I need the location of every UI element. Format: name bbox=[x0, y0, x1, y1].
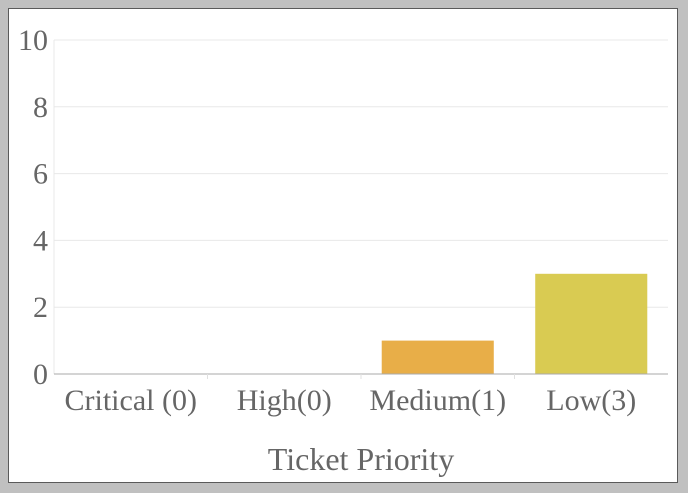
chart-frame bbox=[8, 8, 678, 483]
y-tick-label: 6 bbox=[33, 158, 48, 191]
x-tick-label: Critical (0) bbox=[65, 384, 197, 417]
y-tick-label: 8 bbox=[33, 91, 48, 124]
y-tick-label: 4 bbox=[33, 224, 48, 257]
x-tick-label: Low(3) bbox=[546, 384, 636, 417]
y-axis-ticks: 0 2 4 6 8 10 bbox=[18, 24, 48, 391]
y-tick-label: 10 bbox=[18, 24, 48, 57]
bars bbox=[381, 273, 648, 374]
x-tick-label: Medium(1) bbox=[369, 384, 506, 417]
x-tick-label: High(0) bbox=[237, 384, 332, 417]
x-axis-ticks: Critical (0) High(0) Medium(1) Low(3) bbox=[65, 374, 636, 417]
y-tick-label: 0 bbox=[33, 358, 48, 391]
bar-2[interactable] bbox=[381, 340, 494, 374]
x-axis-label: Ticket Priority bbox=[268, 441, 454, 477]
y-tick-label: 2 bbox=[33, 291, 48, 324]
bar-3[interactable] bbox=[535, 273, 648, 374]
